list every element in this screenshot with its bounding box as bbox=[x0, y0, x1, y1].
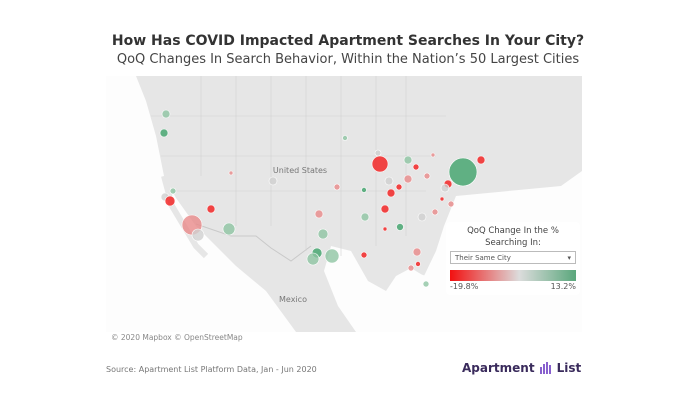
city-bubble[interactable] bbox=[317, 228, 329, 240]
city-bubble[interactable] bbox=[324, 248, 340, 264]
city-bubble[interactable] bbox=[386, 188, 396, 198]
logo-icon bbox=[539, 362, 551, 374]
label-mexico: Mexico bbox=[279, 295, 307, 304]
city-bubble[interactable] bbox=[422, 280, 430, 288]
legend-min: -19.8% bbox=[450, 282, 479, 291]
dropdown-value: Their Same City bbox=[455, 253, 511, 262]
us-mexico-border bbox=[195, 223, 312, 262]
city-bubble[interactable] bbox=[206, 204, 216, 214]
city-bubble[interactable] bbox=[407, 264, 415, 272]
city-bubble[interactable] bbox=[448, 157, 478, 187]
logo-text-right: List bbox=[556, 361, 582, 375]
city-bubble[interactable] bbox=[169, 187, 177, 195]
city-bubble[interactable] bbox=[447, 200, 455, 208]
legend-title-2: Searching In: bbox=[485, 238, 541, 248]
city-bubble[interactable] bbox=[333, 183, 341, 191]
city-bubble[interactable] bbox=[403, 174, 413, 184]
city-bubble[interactable] bbox=[159, 128, 169, 138]
city-bubble[interactable] bbox=[431, 208, 439, 216]
bubble-map[interactable]: United States Mexico bbox=[106, 76, 582, 332]
caret-down-icon: ▾ bbox=[567, 253, 571, 262]
land bbox=[136, 76, 582, 332]
city-bubble[interactable] bbox=[423, 172, 431, 180]
city-bubble[interactable] bbox=[164, 195, 176, 207]
apartment-list-logo: Apartment List bbox=[462, 360, 581, 376]
color-scale-bar bbox=[450, 270, 576, 281]
city-bubble[interactable] bbox=[360, 212, 370, 222]
city-bubble[interactable] bbox=[412, 247, 422, 257]
measure-dropdown[interactable]: Their Same City ▾ bbox=[450, 251, 576, 264]
city-bubble[interactable] bbox=[384, 176, 394, 186]
city-bubble[interactable] bbox=[268, 176, 278, 186]
chart-title: How Has COVID Impacted Apartment Searche… bbox=[111, 33, 585, 49]
chart-subtitle: QoQ Changes In Search Behavior, Within t… bbox=[116, 52, 580, 67]
city-bubble[interactable] bbox=[360, 251, 368, 259]
city-bubble[interactable] bbox=[222, 222, 236, 236]
label-united-states: United States bbox=[273, 166, 327, 175]
city-bubble[interactable] bbox=[476, 155, 486, 165]
city-bubble[interactable] bbox=[228, 170, 234, 176]
city-bubble[interactable] bbox=[361, 187, 367, 193]
legend-title-1: QoQ Change In the % bbox=[467, 226, 559, 236]
city-bubble[interactable] bbox=[396, 223, 404, 231]
city-bubble[interactable] bbox=[440, 183, 450, 193]
city-bubble[interactable] bbox=[161, 109, 171, 119]
logo-text-left: Apartment bbox=[462, 361, 535, 375]
city-bubble[interactable] bbox=[374, 149, 382, 157]
city-bubble[interactable] bbox=[403, 155, 413, 165]
city-bubble[interactable] bbox=[306, 252, 320, 266]
city-bubble[interactable] bbox=[415, 261, 421, 267]
city-bubble[interactable] bbox=[417, 212, 427, 222]
city-bubble[interactable] bbox=[382, 226, 388, 232]
city-bubble[interactable] bbox=[412, 163, 420, 171]
city-bubble[interactable] bbox=[439, 196, 445, 202]
legend-max: 13.2% bbox=[550, 282, 576, 291]
city-bubble[interactable] bbox=[395, 183, 403, 191]
city-bubbles bbox=[159, 109, 486, 288]
city-bubble[interactable] bbox=[371, 155, 389, 173]
city-bubble[interactable] bbox=[191, 228, 205, 242]
city-bubble[interactable] bbox=[342, 135, 348, 141]
map-attribution: © 2020 Mapbox © OpenStreetMap bbox=[111, 333, 243, 342]
city-bubble[interactable] bbox=[314, 209, 324, 219]
color-legend: QoQ Change In the % Searching In: Their … bbox=[446, 222, 580, 295]
city-bubble[interactable] bbox=[430, 152, 436, 158]
source-note: Source: Apartment List Platform Data, Ja… bbox=[106, 365, 317, 374]
city-bubble[interactable] bbox=[380, 204, 390, 214]
